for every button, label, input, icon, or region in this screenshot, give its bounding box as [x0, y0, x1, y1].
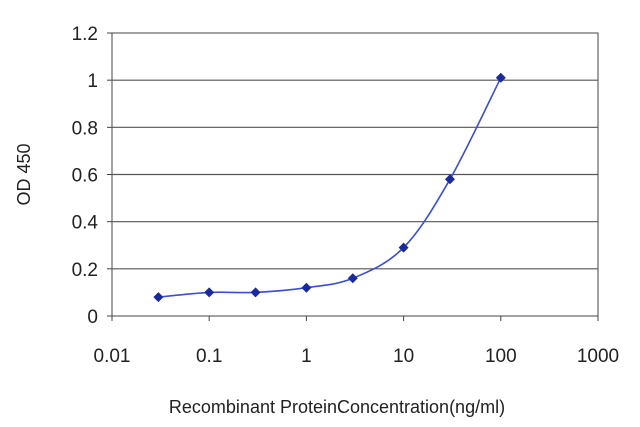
- y-tick-label: 0.8: [72, 118, 98, 139]
- y-tick-label: 1: [87, 71, 98, 92]
- data-point: [347, 273, 358, 284]
- x-tick-label: 10: [393, 346, 414, 367]
- x-tick-label: 1: [301, 346, 312, 367]
- x-tick-label: 100: [485, 346, 517, 367]
- data-point: [250, 287, 261, 298]
- data-point: [444, 174, 455, 185]
- data-point: [204, 287, 215, 298]
- data-point: [495, 72, 506, 83]
- y-tick-label: 0.6: [72, 166, 98, 187]
- y-axis-ticks: 0 0.2 0.4 0.6 0.8 1 1.2: [72, 24, 112, 328]
- x-axis-label: Recombinant ProteinConcentration(ng/ml): [169, 397, 505, 417]
- y-tick-label: 0.2: [72, 260, 98, 281]
- x-tick-label: 0.01: [94, 346, 131, 367]
- y-tick-label: 1.2: [72, 24, 98, 45]
- y-tick-label: 0.4: [72, 213, 99, 234]
- grid-lines: [112, 79, 598, 270]
- data-series: [153, 72, 506, 303]
- data-point: [398, 242, 409, 253]
- x-tick-label: 0.1: [196, 346, 222, 367]
- data-point: [301, 282, 312, 293]
- y-axis-label: OD 450: [14, 143, 34, 205]
- data-point: [153, 292, 164, 303]
- x-tick-label: 1000: [577, 346, 619, 367]
- x-axis-ticks: 0.01 0.1 1 10 100 1000: [94, 316, 619, 367]
- y-tick-label: 0: [87, 307, 98, 328]
